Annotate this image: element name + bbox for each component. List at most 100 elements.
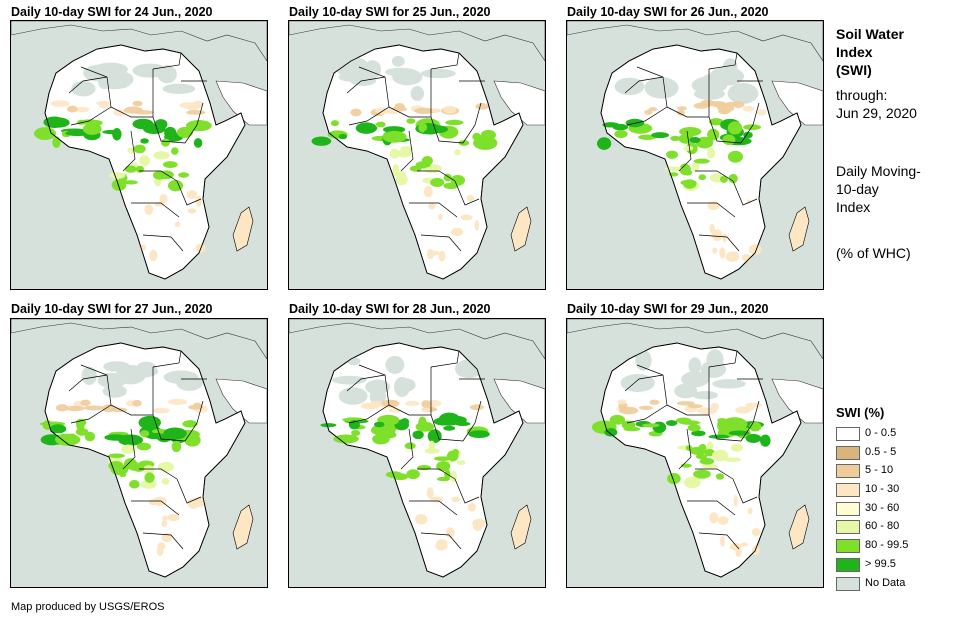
unit-label: (% of WHC) [836,245,911,261]
wet-patch [163,427,187,440]
dry-patch [80,399,91,407]
legend-label: 80 - 99.5 [865,539,909,552]
country-border [462,102,482,144]
no-data-patch [392,68,423,86]
dry-patch [405,401,420,406]
country-border [417,170,456,182]
country-border [152,414,186,442]
wet-patch [185,120,212,132]
coastline [44,44,246,280]
country-border [698,532,740,550]
map-panel-2 [288,20,546,290]
panel-title-2: Daily 10-day SWI for 25 Jun., 2020 [289,5,491,19]
wet-patch [604,428,618,437]
legend-swatch [836,445,860,460]
wet-patch [382,130,407,143]
country-border [152,116,186,144]
europe-landmass [567,319,823,360]
wet-patch [338,133,348,140]
country-border [454,478,480,504]
arabia-landmass [215,80,267,126]
legend-swatch [836,483,860,498]
moist-patch [404,442,416,450]
country-border [695,170,734,182]
country-border [666,404,709,416]
dry-patch [113,109,128,116]
dry-patch [677,106,688,111]
legend-label: 0.5 - 5 [865,445,897,458]
dry-patch [132,399,142,407]
legend-swatch [836,501,860,516]
wet-patch [468,430,490,439]
light-patch [719,247,726,259]
panel-title-4: Daily 10-day SWI for 27 Jun., 2020 [11,302,213,316]
wet-patch [689,136,701,144]
arabia-landmass [771,378,823,424]
madagascar [232,206,254,252]
country-border [176,478,202,504]
no-data-patch [393,376,411,397]
madagascar [510,206,532,252]
panel-title-1: Daily 10-day SWI for 24 Jun., 2020 [11,5,213,19]
map-panel-3 [566,20,824,290]
country-border [740,400,760,442]
no-data-patch [620,374,655,392]
moist-patch [724,457,741,462]
light-patch [748,244,762,255]
moist-patch [424,448,440,454]
wet-patch [400,418,410,425]
light-patch [451,496,461,503]
no-data-patch [338,387,368,405]
country-border [462,400,482,442]
light-patch [751,528,761,537]
no-data-patch [681,371,710,388]
moist-patch [140,480,157,489]
coastline [44,342,246,578]
moist-patch [683,179,697,189]
moist-patch [417,465,432,471]
arabia-landmass [215,378,267,424]
wet-patch [104,434,127,441]
wet-patch [373,421,385,428]
no-data-patch [420,68,456,79]
no-data-patch [455,359,483,379]
moist-patch [683,145,694,151]
wet-patch [596,137,612,150]
country-border [346,76,386,94]
legend-title: SWI (%) [836,405,885,420]
legend-label: 30 - 60 [865,501,900,514]
moist-patch [683,169,693,176]
legend-label: 60 - 80 [865,520,900,533]
moist-patch [707,147,715,159]
coastline [322,342,524,578]
no-data-patch [410,86,425,102]
country-border [142,234,184,252]
wet-patch [320,423,337,428]
wet-patch [76,420,85,431]
no-data-patch [723,58,738,76]
country-border [122,428,136,470]
country-border [732,180,758,206]
wet-patch [82,122,102,135]
panel-title-6: Daily 10-day SWI for 29 Jun., 2020 [567,302,769,316]
no-data-patch [727,82,759,104]
wet-patch [445,119,464,126]
dry-patch [649,399,660,405]
dry-patch [617,399,627,405]
dry-patch [676,401,695,406]
wet-patch [415,421,435,432]
country-border [70,404,112,424]
moist-patch [433,456,452,461]
country-border [348,106,390,126]
moist-patch [123,180,138,185]
wet-patch [182,420,198,428]
no-data-patch [635,350,652,371]
country-border [176,180,202,206]
dry-patch [638,405,653,410]
wet-patch [722,134,736,146]
wet-patch [743,124,761,131]
moist-patch [395,173,408,186]
coastline [600,342,802,578]
legend-swatch [836,576,860,591]
no-data-patch [644,77,679,99]
